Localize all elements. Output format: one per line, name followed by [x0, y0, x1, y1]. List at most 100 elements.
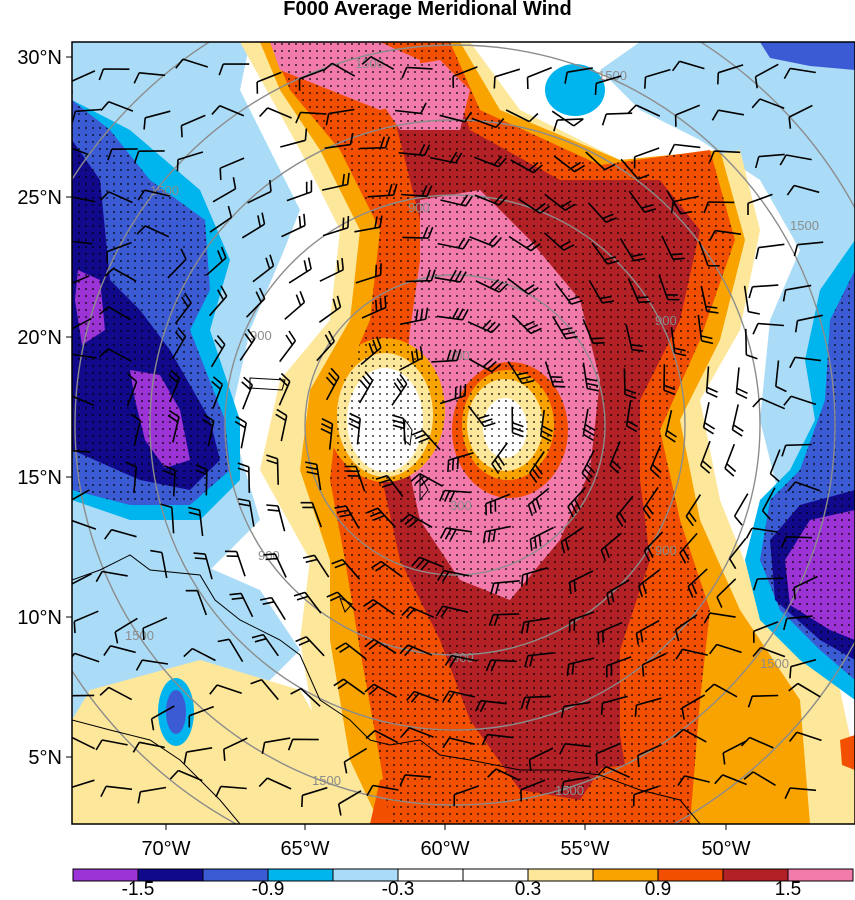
- wind-barb: [475, 279, 509, 293]
- wind-barb: [634, 697, 662, 717]
- wind-barb: [600, 532, 622, 562]
- range-ring-600: [224, 194, 686, 656]
- wind-barb: [245, 287, 266, 318]
- wind-barb: [649, 444, 662, 478]
- wind-barb: [366, 507, 396, 528]
- wind-barb: [354, 215, 383, 233]
- wind-barb: [526, 66, 552, 90]
- wind-barb: [787, 481, 821, 492]
- contour-navy-southwest: [166, 690, 186, 734]
- wind-barb: [72, 736, 96, 750]
- wind-barb: [582, 408, 596, 441]
- wind-barb: [209, 684, 242, 695]
- wind-barb: [493, 68, 521, 89]
- wind-barb: [437, 237, 471, 250]
- wind-barb: [107, 148, 138, 161]
- wind-barb: [481, 733, 514, 746]
- wind-barb: [202, 414, 215, 447]
- lon-axis: 70°W 65°W 60°W 55°W 50°W: [141, 824, 751, 860]
- wind-barb: [319, 258, 344, 282]
- wind-barb: [72, 395, 95, 407]
- wind-barb: [666, 190, 693, 215]
- wind-barb: [431, 348, 462, 363]
- wind-barb: [505, 109, 539, 123]
- wind-barb: [72, 196, 96, 203]
- wind-barb: [529, 451, 545, 483]
- wind-barb: [543, 232, 575, 251]
- wind-barb: [438, 489, 471, 503]
- wind-barb: [302, 554, 330, 578]
- ring-label-1500-c: 1500: [150, 183, 179, 198]
- wind-barb: [487, 768, 520, 782]
- wind-barb: [520, 617, 550, 634]
- wind-barb: [540, 409, 553, 442]
- wind-barb: [779, 154, 812, 166]
- wind-barb: [402, 226, 434, 239]
- contour-navy-ne: [760, 42, 855, 70]
- wind-barb: [452, 66, 478, 88]
- wind-barb: [560, 701, 590, 719]
- wind-barb: [581, 449, 596, 483]
- wind-barb: [223, 737, 248, 761]
- wind-barb: [453, 785, 480, 807]
- wind-barb: [755, 243, 785, 260]
- wind-barb: [467, 405, 496, 428]
- wind-barb: [439, 527, 473, 541]
- wind-barb: [529, 526, 554, 551]
- wind-barb: [641, 652, 667, 677]
- lat-label-25n: 25°N: [17, 187, 62, 209]
- wind-barb: [95, 739, 128, 751]
- wind-barb: [708, 643, 742, 655]
- wind-barb: [752, 577, 784, 591]
- wind-barb: [722, 740, 747, 765]
- wind-barb: [544, 361, 566, 388]
- wind-barb: [72, 147, 89, 156]
- wind-barb: [568, 570, 594, 595]
- wind-barb: [687, 568, 708, 598]
- wind-barb: [72, 240, 93, 245]
- wind-barb: [517, 198, 550, 214]
- wind-barb: [167, 409, 180, 443]
- wind-barb: [375, 474, 404, 498]
- wind-barb: [185, 589, 208, 616]
- wind-barb: [355, 263, 382, 284]
- wind-barb: [174, 292, 192, 325]
- wind-barb: [322, 172, 350, 191]
- wind-barb: [520, 779, 546, 802]
- wind-barb: [783, 67, 816, 79]
- wind-barb: [703, 201, 735, 214]
- wind-barb: [193, 552, 213, 580]
- plot-frame: [71, 41, 855, 825]
- wind-barb: [72, 70, 96, 94]
- stipple-west: [72, 100, 230, 505]
- lat-axis: 30°N 25°N 20°N 15°N 10°N 5°N: [17, 47, 72, 769]
- wind-barb: [447, 452, 474, 472]
- wind-barb: [661, 235, 685, 261]
- wind-barb: [685, 494, 702, 527]
- contour-cyan-north: [545, 64, 605, 116]
- cbar-label-0_3: 0.3: [515, 879, 541, 900]
- wind-barb: [775, 360, 787, 393]
- wind-barb: [754, 153, 785, 169]
- wind-barb: [568, 611, 595, 633]
- cbar-label-m0_9: -0.9: [252, 879, 285, 900]
- wind-barb: [436, 307, 469, 321]
- plot-area: 300 300 900 900 900 900 900 900 1500 150…: [72, 42, 855, 824]
- wind-barb: [747, 694, 779, 708]
- wind-barb: [95, 570, 128, 583]
- wind-barb: [316, 330, 336, 362]
- wind-barb: [600, 695, 628, 715]
- wind-barb: [411, 429, 441, 451]
- cbar-label-m0_3: -0.3: [382, 879, 415, 900]
- wind-barb: [674, 614, 698, 642]
- wind-barb: [298, 69, 325, 91]
- wind-barb: [224, 550, 246, 577]
- wind-barb: [168, 369, 181, 403]
- wind-barb: [708, 229, 742, 242]
- wind-barb: [745, 328, 758, 360]
- wind-barb: [143, 110, 171, 130]
- wind-barb: [474, 155, 507, 168]
- wind-barb: [150, 549, 168, 579]
- wind-barb: [279, 330, 297, 363]
- ring-label-1500-g: 1500: [312, 773, 341, 788]
